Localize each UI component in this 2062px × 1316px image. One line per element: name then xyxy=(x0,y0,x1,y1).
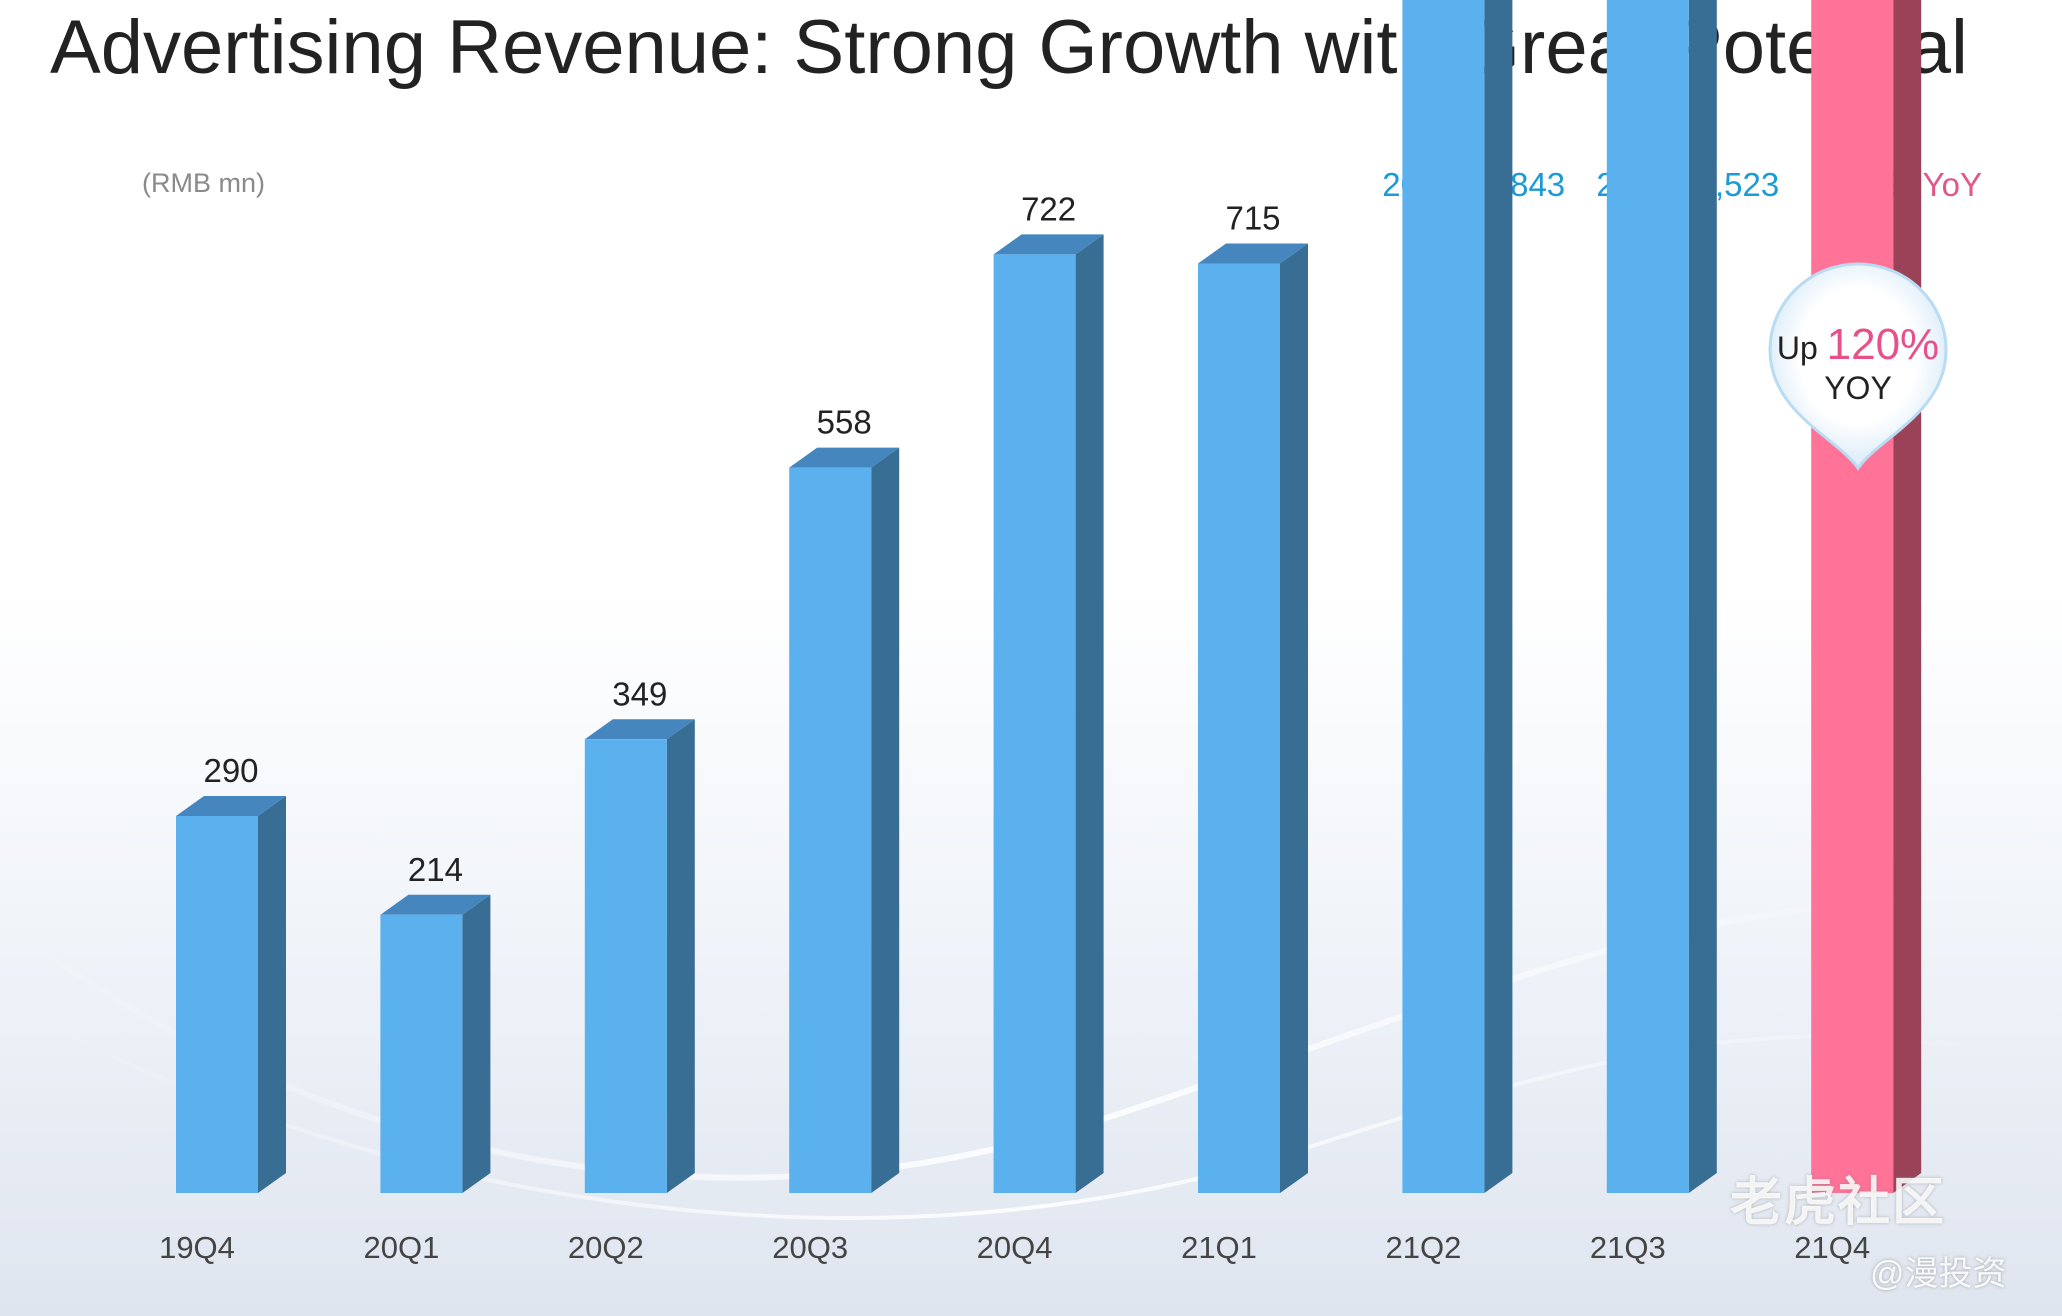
bar-side xyxy=(871,447,900,1194)
bar-side xyxy=(258,796,286,1193)
unit-label: (RMB mn) xyxy=(142,168,265,198)
category-label: 20Q2 xyxy=(568,1230,644,1265)
bar-side xyxy=(1893,0,1922,1193)
bar-front xyxy=(1402,0,1485,1193)
bar-top xyxy=(1198,243,1308,264)
bar-front xyxy=(380,914,463,1193)
bar-side xyxy=(1484,0,1513,1193)
category-label: 21Q2 xyxy=(1385,1230,1461,1265)
bar-top xyxy=(789,447,900,468)
bar-top xyxy=(993,234,1104,255)
bar-20Q3: 558 20Q3 xyxy=(772,404,900,1265)
bar-front xyxy=(1198,263,1280,1193)
bar-21Q2: 1,04921Q2 xyxy=(1385,0,1513,1265)
bar-front xyxy=(789,467,872,1194)
bar-19Q4: 290 19Q4 xyxy=(159,752,286,1265)
category-label: 19Q4 xyxy=(159,1230,235,1265)
bar-top xyxy=(176,796,286,816)
bar-side xyxy=(1075,234,1104,1193)
data-label: 214 xyxy=(408,851,463,888)
callout-prefix: Up xyxy=(1776,330,1818,366)
bar-front xyxy=(1606,0,1689,1193)
bar-front xyxy=(993,254,1076,1193)
bar-front xyxy=(584,739,667,1193)
data-label: 558 xyxy=(817,404,872,441)
bar-front xyxy=(1811,0,1894,1193)
callout-bubble xyxy=(1768,262,1948,471)
bar-top xyxy=(380,894,491,915)
callout-line-1: Up 120% xyxy=(1766,320,1950,370)
bar-side xyxy=(462,894,491,1193)
category-label: 21Q3 xyxy=(1590,1230,1666,1265)
bar-21Q3: 1,17221Q3 xyxy=(1590,0,1717,1265)
category-label: 21Q4 xyxy=(1794,1230,1870,1265)
data-label: 290 xyxy=(203,752,258,789)
data-label: 715 xyxy=(1225,200,1280,237)
category-label: 20Q1 xyxy=(363,1230,439,1265)
bar-front xyxy=(176,816,258,1193)
yoy-callout: Up 120% YOY xyxy=(1766,262,1950,472)
watermark-logo-text: 老虎社区 xyxy=(1730,1174,1947,1232)
callout-percent: 120% xyxy=(1826,320,1940,369)
category-label: 21Q1 xyxy=(1181,1230,1257,1265)
data-label: 349 xyxy=(612,675,667,712)
bar-20Q2: 349 20Q2 xyxy=(568,675,695,1265)
category-label: 20Q4 xyxy=(977,1230,1053,1265)
category-label: 20Q3 xyxy=(772,1230,848,1265)
bar-20Q4: 722 20Q4 xyxy=(977,190,1104,1265)
bar-top xyxy=(584,719,695,740)
bar-side xyxy=(666,719,695,1193)
bar-20Q1: 214 20Q1 xyxy=(363,851,491,1265)
callout-suffix: YOY xyxy=(1824,370,1892,406)
bar-side xyxy=(1688,0,1717,1193)
bar-21Q1: 715 21Q1 xyxy=(1181,200,1308,1265)
bar-21Q4: 1,58821Q4 xyxy=(1794,0,1922,1265)
data-label: 722 xyxy=(1021,190,1076,227)
bar-side xyxy=(1280,243,1308,1193)
watermark-handle: @漫投资 xyxy=(1870,1255,2007,1293)
